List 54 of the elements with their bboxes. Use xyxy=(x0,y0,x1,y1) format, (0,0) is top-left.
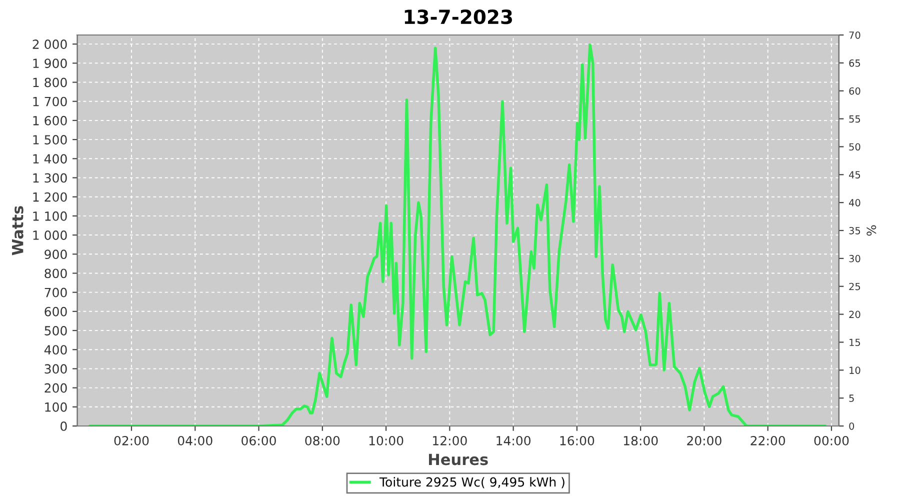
y-tick-label: 1 500 xyxy=(33,135,67,144)
y2-tick-label: 70 xyxy=(849,31,860,39)
y2-tick-label: 0 xyxy=(849,422,854,430)
x-tick-label: 06:00 xyxy=(242,436,276,446)
x-tick-label: 20:00 xyxy=(687,436,722,446)
y2-tick-label: 60 xyxy=(849,87,860,95)
y-tick-label: 400 xyxy=(44,345,67,355)
y2-tick-label: 25 xyxy=(849,282,860,290)
x-tick-label: 14:00 xyxy=(496,436,530,446)
y-tick-label: 1 900 xyxy=(33,58,67,68)
y-tick-label: 500 xyxy=(44,326,67,336)
y-tick-label: 700 xyxy=(44,288,67,298)
y-tick-label: 200 xyxy=(44,383,67,393)
y2-tick-label: 15 xyxy=(850,338,860,346)
x-tick-label: 18:00 xyxy=(624,436,658,446)
y-tick-label: 0 xyxy=(60,421,67,431)
y-tick-label: 100 xyxy=(45,402,67,412)
y2-axis-title: % xyxy=(866,225,876,236)
y-tick-label: 900 xyxy=(44,250,67,260)
y-tick-label: 1 700 xyxy=(33,96,67,106)
y-tick-label: 1 800 xyxy=(33,78,67,88)
x-tick-label: 16:00 xyxy=(560,436,594,446)
line-series xyxy=(89,43,826,426)
x-tick-label: 00:00 xyxy=(814,436,849,446)
y-tick-label: 800 xyxy=(44,268,67,278)
x-tick-label: 04:00 xyxy=(178,436,212,446)
y2-tick-label: 20 xyxy=(849,310,860,318)
y2-tick-label: 5 xyxy=(849,394,854,402)
x-tick-label: 12:00 xyxy=(433,436,467,446)
x-tick-label: 02:00 xyxy=(114,436,149,446)
x-axis-title: Heures xyxy=(428,454,488,466)
y2-tick-label: 55 xyxy=(849,115,860,123)
x-tick-label: 22:00 xyxy=(750,436,786,446)
x-tick-label: 08:00 xyxy=(305,436,340,446)
y2-tick-label: 45 xyxy=(849,171,860,178)
legend-label: Toiture 2925 Wc( 9,495 kWh ) xyxy=(379,477,564,488)
y-tick-label: 600 xyxy=(44,306,67,316)
y2-tick-label: 65 xyxy=(849,59,860,67)
y-tick-label: 1 200 xyxy=(33,192,67,202)
y2-tick-label: 40 xyxy=(849,199,860,206)
y-tick-label: 1 000 xyxy=(33,230,67,240)
x-tick-label: 10:00 xyxy=(369,436,404,446)
y2-tick-label: 10 xyxy=(850,366,860,374)
y-axis-title: Watts xyxy=(12,206,24,256)
chart-title: 13-7-2023 xyxy=(404,9,512,24)
y2-tick-label: 30 xyxy=(849,254,860,262)
y-tick-label: 1 100 xyxy=(33,211,67,221)
y-tick-label: 1 300 xyxy=(33,173,67,183)
y-tick-label: 2 000 xyxy=(32,40,67,49)
y-tick-label: 1 600 xyxy=(33,116,67,126)
y2-tick-label: 50 xyxy=(849,143,860,151)
y-tick-label: 300 xyxy=(44,364,67,374)
y2-tick-label: 35 xyxy=(849,226,860,234)
y-tick-label: 1 400 xyxy=(33,154,67,164)
